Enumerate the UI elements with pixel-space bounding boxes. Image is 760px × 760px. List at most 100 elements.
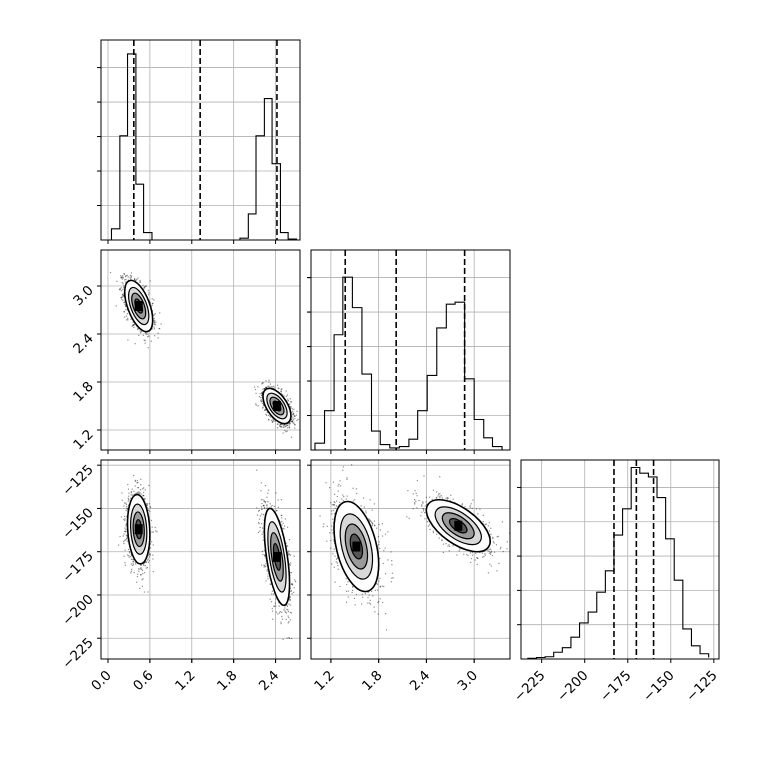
scatter-point — [379, 598, 381, 600]
scatter-point — [290, 401, 292, 403]
scatter-point — [472, 499, 474, 501]
scatter-point — [132, 558, 134, 561]
scatter-point — [138, 568, 140, 570]
scatter-point — [490, 550, 492, 552]
scatter-point — [125, 304, 127, 307]
scatter-point — [149, 302, 151, 304]
scatter-point — [160, 323, 162, 325]
scatter-point — [125, 275, 127, 277]
scatter-point — [291, 410, 294, 412]
scatter-point — [262, 505, 264, 507]
scatter-point — [156, 531, 158, 533]
scatter-point — [143, 487, 145, 489]
scatter-point — [294, 415, 296, 417]
scatter-point — [464, 506, 466, 508]
scatter-point — [124, 518, 126, 520]
scatter-point — [138, 570, 140, 572]
scatter-point — [361, 593, 363, 595]
hist-step-0 — [110, 53, 298, 241]
scatter-point — [140, 493, 142, 495]
scatter-point — [144, 331, 147, 334]
scatter-point — [476, 556, 478, 559]
scatter-point — [277, 506, 279, 508]
scatter-point — [267, 501, 269, 503]
scatter-point — [477, 513, 479, 515]
scatter-point — [335, 558, 338, 560]
scatter-point — [281, 618, 284, 620]
scatter-point — [126, 537, 128, 539]
hist-frame-0 — [100, 39, 301, 241]
scatter-point — [282, 522, 284, 524]
x-tick-label: 1.8 — [359, 668, 386, 695]
scatter-point — [499, 548, 501, 550]
scatter-point — [275, 510, 278, 512]
scatter-point — [255, 404, 257, 406]
scatter-point — [284, 424, 286, 426]
scatter-point — [289, 571, 291, 574]
scatter-point — [256, 514, 258, 516]
scatter-point — [262, 382, 264, 384]
scatter-point — [288, 539, 291, 541]
scatter-point — [333, 548, 335, 550]
scatter-point — [139, 281, 141, 283]
scatter-point — [447, 545, 449, 547]
scatter-point — [392, 577, 394, 579]
scatter-point — [121, 296, 123, 298]
scatter-point — [280, 390, 282, 393]
scatter-point — [292, 417, 294, 419]
scatter-point — [471, 507, 473, 509]
scatter-point — [148, 484, 150, 487]
scatter-point — [287, 610, 289, 613]
hist-step-1 — [314, 276, 503, 450]
scatter-point — [287, 622, 289, 624]
scatter-point — [506, 548, 508, 550]
scatter-point — [377, 613, 379, 615]
scatter-point — [296, 419, 298, 422]
scatter-point — [446, 498, 448, 500]
scatter-point — [376, 583, 379, 585]
scatter-point — [330, 539, 332, 541]
scatter-point — [383, 549, 385, 552]
scatter-point — [459, 548, 461, 550]
scatter-point — [265, 386, 267, 389]
scatter-point — [438, 493, 440, 495]
scatter-point — [285, 612, 288, 614]
scatter-point — [374, 589, 377, 591]
scatter-point — [147, 561, 149, 564]
scatter-point — [280, 425, 282, 428]
scatter-point — [331, 504, 333, 506]
x-tick-label: −150 — [640, 668, 678, 706]
scatter-point — [265, 508, 267, 510]
scatter-point — [130, 558, 132, 560]
scatter-point — [130, 318, 132, 320]
scatter-point — [130, 272, 133, 274]
scatter-point — [262, 499, 264, 501]
scatter-point — [290, 572, 293, 574]
scatter-point — [368, 594, 370, 596]
scatter-point — [109, 271, 112, 274]
scatter-point — [469, 505, 471, 507]
scatter-point — [122, 283, 124, 285]
scatter-point — [265, 580, 267, 582]
scatter-point — [287, 551, 289, 554]
scatter-point — [374, 525, 376, 527]
scatter-point — [138, 334, 140, 337]
scatter-point — [122, 299, 124, 301]
scatter-point — [119, 288, 121, 290]
scatter-point — [141, 579, 143, 581]
scatter-point — [269, 503, 271, 505]
scatter-point — [285, 425, 287, 427]
scatter-point — [294, 417, 296, 420]
scatter-point — [121, 278, 123, 280]
scatter-point — [261, 533, 263, 535]
scatter-point — [151, 302, 154, 304]
scatter-point — [427, 525, 430, 527]
scatter-point — [125, 531, 127, 533]
scatter-point — [446, 496, 449, 499]
scatter-point — [416, 479, 419, 482]
scatter-point — [139, 568, 142, 570]
scatter-point — [279, 611, 281, 613]
y-tick-label: 2.4 — [70, 331, 97, 358]
scatter-point — [259, 530, 261, 532]
scatter-point — [476, 563, 478, 566]
